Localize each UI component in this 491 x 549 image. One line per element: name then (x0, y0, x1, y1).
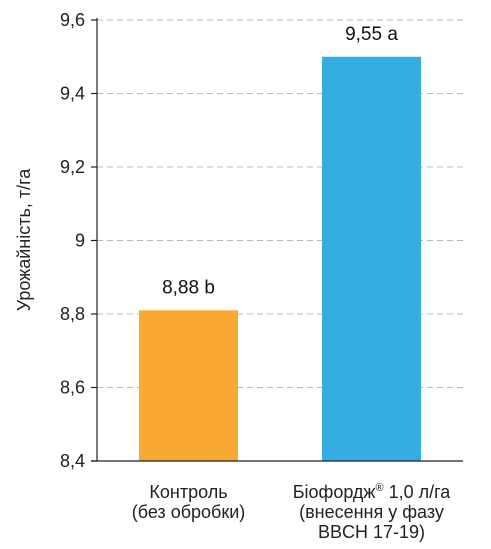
bar-value-label: 9,55 a (345, 24, 398, 45)
y-tick-labels: 8,4 8,6 8,8 9 9,2 9,4 9,6 (60, 10, 97, 471)
y-tick-label: 9,6 (60, 10, 85, 30)
bars (139, 56, 421, 461)
category-label-line: (внесення у фазу (299, 502, 444, 522)
y-tick-label: 8,8 (60, 304, 85, 324)
category-label-line: Контроль (149, 482, 227, 502)
y-tick-label: 8,6 (60, 378, 85, 398)
bar (139, 310, 238, 461)
y-tick-label: 9,2 (60, 157, 85, 177)
category-labels: Контроль(без обробки) Біофордж® 1,0 л/га(… (132, 482, 452, 542)
y-tick-label: 9,4 (60, 84, 85, 104)
bar-value-label: 8,88 b (162, 277, 215, 298)
y-tick-label: 8,4 (60, 451, 85, 471)
category-label-line: BBCH 17-19) (318, 522, 425, 542)
bar (322, 56, 421, 461)
category-label-line: (без обробки) (132, 502, 246, 522)
category-label-line: Біофордж® 1,0 л/га (293, 482, 452, 502)
data-labels: 8,88 b 9,55 a (162, 24, 398, 299)
y-axis-label: Урожайність, т/га (14, 168, 34, 312)
y-tick-label: 9 (75, 231, 85, 251)
